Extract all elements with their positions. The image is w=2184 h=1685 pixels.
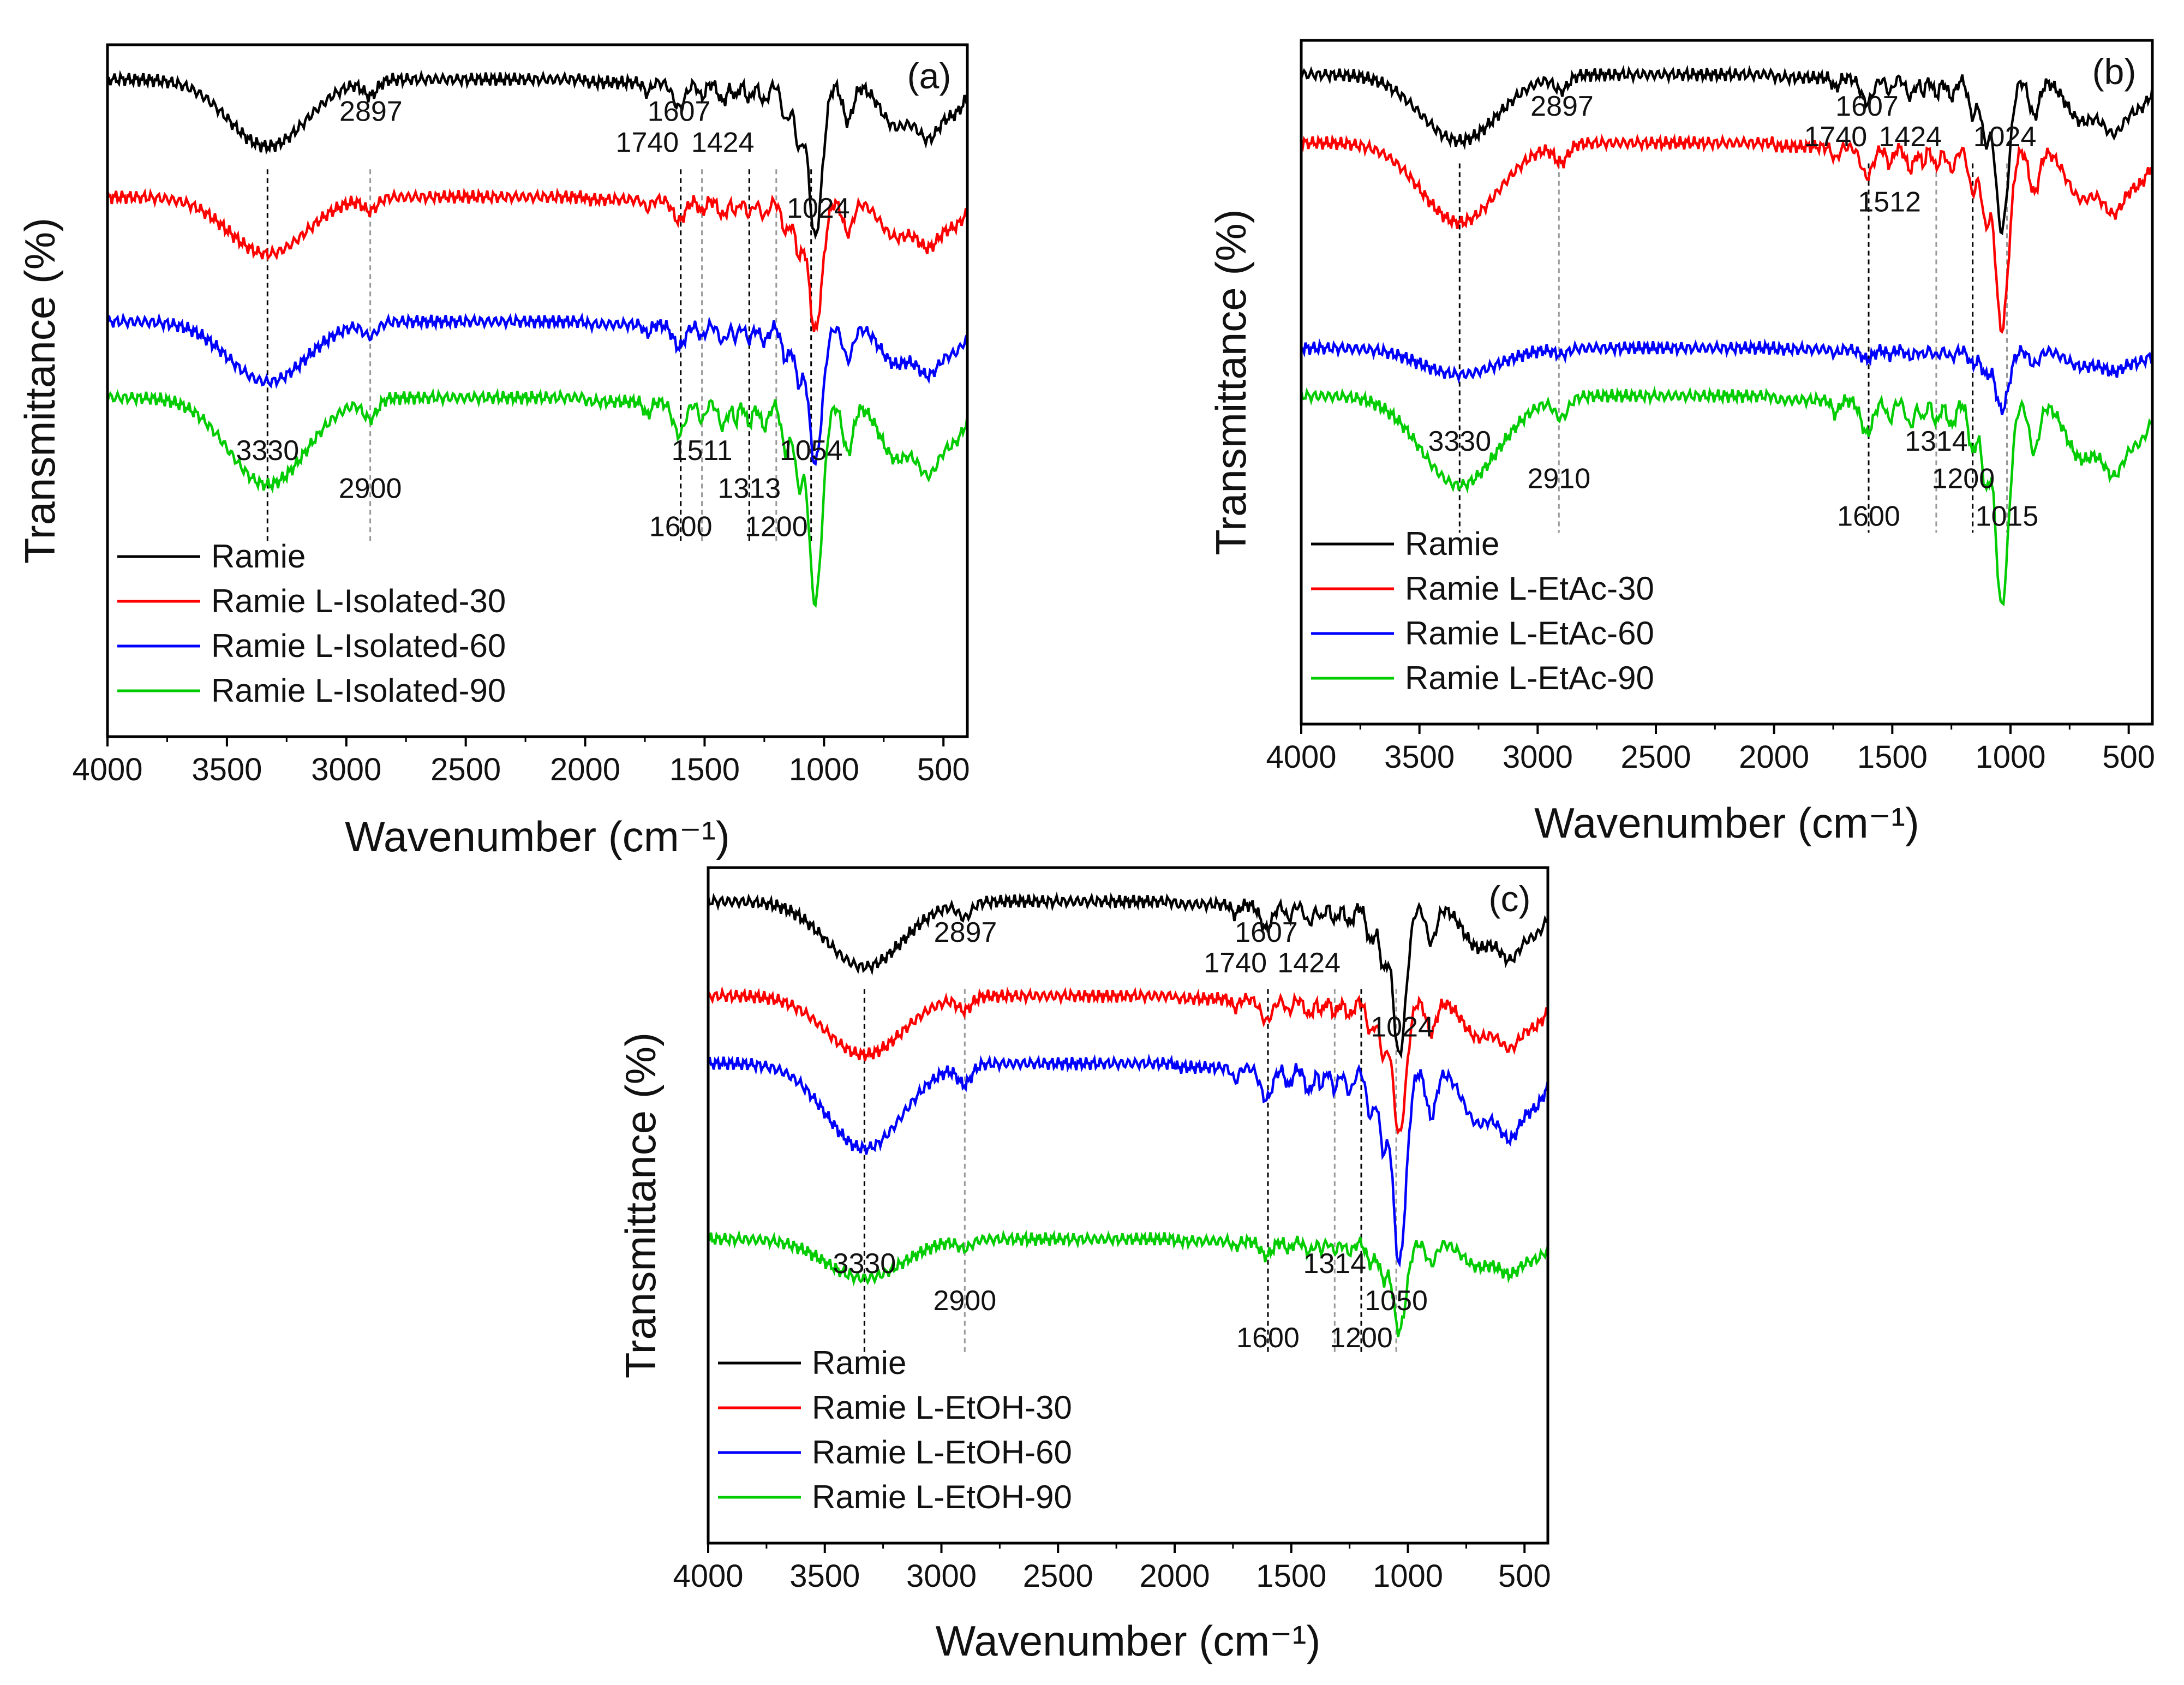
x-tick-label: 1000: [789, 752, 859, 787]
legend-label: Ramie L-Isolated-60: [211, 628, 506, 664]
peak-label: 2910: [1527, 463, 1590, 495]
x-tick-label: 2500: [1620, 739, 1691, 775]
peak-label: 1600: [1837, 501, 1900, 533]
x-tick-label: 2000: [1139, 1558, 1210, 1594]
x-tick-label: 1500: [669, 752, 740, 787]
peak-label: 1424: [1878, 121, 1942, 153]
legend-label: Ramie L-Isolated-30: [211, 583, 506, 619]
legend-label: Ramie L-EtAc-30: [1405, 570, 1654, 607]
plot-frame: [106, 43, 969, 738]
peak-label: 1600: [649, 511, 713, 542]
peak-label: 1607: [648, 96, 711, 128]
legend-label: Ramie: [812, 1345, 906, 1381]
series-line-3: [707, 1053, 1549, 1268]
x-tick-label: 3000: [1503, 739, 1573, 775]
peak-label: 1314: [1905, 426, 1968, 457]
y-axis-title: Transmittance (%): [617, 1032, 665, 1378]
peak-label: 3330: [833, 1248, 896, 1280]
x-axis-title: Wavenumber (cm⁻¹): [1534, 799, 1919, 847]
peak-label: 3330: [236, 435, 299, 467]
x-tick-label: 500: [2102, 739, 2155, 775]
x-tick-label: 4000: [673, 1558, 743, 1594]
x-tick-label: 4000: [72, 752, 142, 787]
panel-a: 4000 3500 3000 2500 2000 1500 1000 500 Wavenumbe…: [16, 43, 970, 861]
x-tick-label: 3500: [192, 752, 262, 787]
peak-label: 2897: [1530, 91, 1594, 122]
legend-label: Ramie L-EtOH-30: [812, 1389, 1072, 1426]
peak-label: 2900: [339, 473, 402, 505]
x-tick-label: 2500: [430, 752, 501, 787]
peak-label: 2900: [933, 1285, 996, 1317]
legend-label: Ramie L-EtOH-90: [812, 1479, 1072, 1515]
peak-label: 1424: [691, 127, 755, 159]
x-tick-label: 1500: [1256, 1558, 1326, 1594]
peak-label: 2897: [339, 96, 403, 128]
series-line-2: [1300, 133, 2153, 334]
series-line-1: [707, 891, 1548, 1059]
x-tick-label: 1500: [1857, 739, 1928, 775]
peak-label: 1024: [787, 193, 850, 224]
x-tick-label: 4000: [1266, 739, 1336, 775]
peak-label: 1313: [717, 473, 781, 505]
series-line-4: [1300, 386, 2153, 607]
x-tick-label: 1000: [1975, 739, 2045, 775]
x-tick-label: 2000: [1739, 739, 1809, 775]
legend-label: Ramie L-EtAc-90: [1405, 660, 1654, 696]
x-tick-label: 500: [1498, 1558, 1551, 1594]
y-axis-title: Transmittance (%): [1207, 209, 1255, 555]
legend-label: Ramie L-EtAc-60: [1405, 615, 1654, 652]
x-tick-label: 2500: [1023, 1558, 1093, 1594]
x-tick-label: 3000: [311, 752, 381, 787]
series-line-2: [707, 985, 1549, 1135]
x-tick-label: 500: [917, 752, 970, 787]
series-line-1: [1300, 64, 2154, 236]
peak-label: 1015: [1976, 501, 2039, 533]
peak-label: 1054: [780, 435, 843, 467]
peak-label: 1024: [1973, 121, 2037, 153]
peak-label: 1424: [1277, 947, 1341, 979]
peak-label: 1024: [1371, 1012, 1434, 1043]
peak-label: 1607: [1235, 917, 1298, 948]
panel-b: 4000 3500 3000 2500 2000 1500 1000 500 Wavenumbe…: [1207, 39, 2155, 847]
series-line-3: [1300, 338, 2154, 416]
peak-label: 1200: [1931, 463, 1995, 495]
plot-frame: [707, 866, 1549, 1545]
peak-label: 1512: [1858, 186, 1921, 218]
y-axis-title: Transmittance (%): [16, 218, 64, 564]
panel-label: (a): [907, 56, 952, 96]
peak-label: 1200: [1330, 1322, 1393, 1354]
legend-label: Ramie L-EtOH-60: [812, 1434, 1072, 1471]
x-tick-label: 3000: [906, 1558, 977, 1594]
peak-label: 1511: [672, 435, 733, 467]
panel-label: (c): [1489, 879, 1531, 919]
x-tick-label: 2000: [550, 752, 620, 787]
peak-label: 1740: [1204, 947, 1267, 979]
peak-label: 2897: [934, 917, 997, 948]
series-line-2: [106, 187, 969, 332]
legend-label: Ramie: [211, 538, 306, 575]
legend-label: Ramie L-Isolated-90: [211, 672, 506, 709]
panel-label: (b): [2092, 51, 2137, 92]
peak-label: 1740: [1804, 121, 1867, 153]
legend-label: Ramie: [1405, 525, 1499, 562]
x-tick-label: 3500: [1384, 739, 1455, 775]
peak-label: 3330: [1428, 426, 1491, 457]
peak-label: 1740: [616, 127, 679, 159]
peak-label: 1314: [1303, 1248, 1366, 1280]
peak-label: 1607: [1835, 91, 1899, 122]
panel-c: 4000 3500 3000 2500 2000 1500 1000 500 Wavenumbe…: [617, 866, 1551, 1665]
x-tick-label: 3500: [789, 1558, 860, 1594]
x-axis-title: Wavenumber (cm⁻¹): [936, 1617, 1321, 1665]
x-tick-label: 1000: [1373, 1558, 1443, 1594]
series-line-3: [106, 312, 968, 467]
series-line-4: [106, 387, 969, 608]
series-line-1: [106, 69, 969, 240]
plot-frame: [1300, 39, 2154, 726]
peak-label: 1050: [1365, 1285, 1428, 1317]
x-axis-title: Wavenumber (cm⁻¹): [345, 812, 730, 861]
series-line-4: [708, 1229, 1549, 1337]
peak-label: 1200: [745, 511, 808, 542]
peak-label: 1600: [1236, 1322, 1300, 1354]
